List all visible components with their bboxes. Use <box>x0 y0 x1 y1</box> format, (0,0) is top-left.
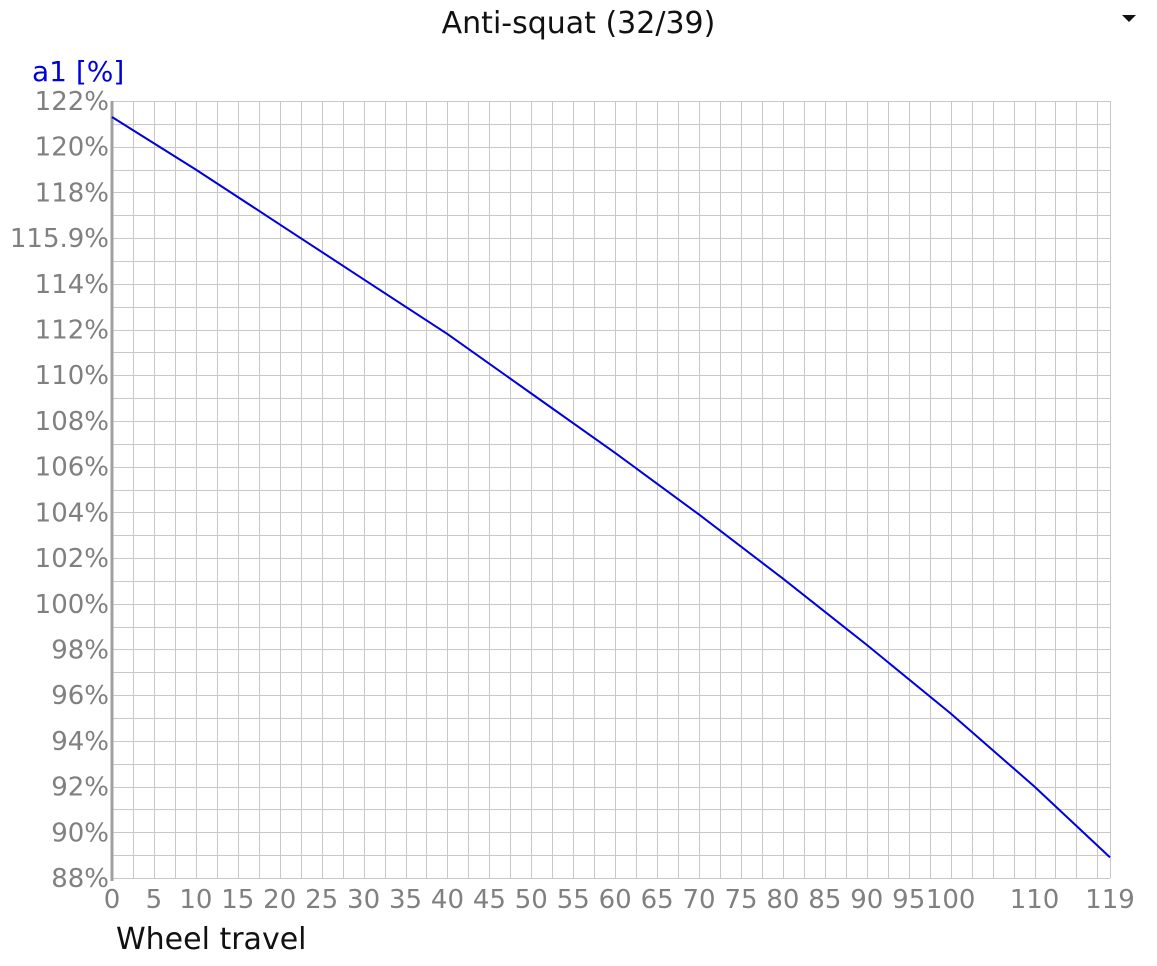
y-tick-label: 114% <box>35 270 109 300</box>
x-tick-label: 35 <box>389 885 422 915</box>
x-tick-labels: 0 5 10 15 20 25 30 35 40 45 50 55 60 65 70 75 80 85 90 95 10… <box>104 885 1135 915</box>
x-tick-label: 20 <box>263 885 296 915</box>
x-tick-label: 55 <box>557 885 590 915</box>
x-tick-label: 65 <box>641 885 674 915</box>
y-tick-label: 88% <box>51 864 109 894</box>
y-tick-label: 110% <box>35 361 109 391</box>
x-tick-label: 70 <box>683 885 716 915</box>
series-line <box>111 116 1111 859</box>
series-group <box>111 116 1111 859</box>
y-axis-label: a1 [%] <box>32 55 125 88</box>
x-tick-label: 80 <box>766 885 799 915</box>
y-tick-label: 102% <box>35 544 109 574</box>
x-axis-label: Wheel travel <box>116 922 307 957</box>
chart-title: Anti-squat (32/39) <box>441 6 716 41</box>
y-tick-label: 112% <box>35 316 109 346</box>
y-tick-label: 108% <box>35 407 109 437</box>
x-tick-label: 100 <box>926 885 976 915</box>
y-tick-label: 104% <box>35 498 109 528</box>
x-tick-label: 50 <box>515 885 548 915</box>
y-tick-label: 118% <box>35 178 109 208</box>
x-tick-label: 0 <box>104 885 121 915</box>
x-tick-label: 25 <box>305 885 338 915</box>
y-tick-labels: 88% 90% 92% 94% 96% 98% 100% 102% 104% 106% 108% 11… <box>10 87 109 894</box>
x-tick-label: 45 <box>473 885 506 915</box>
y-tick-label: 96% <box>51 681 109 711</box>
y-tick-label: 98% <box>51 635 109 665</box>
y-tick-label: 122% <box>35 87 109 117</box>
y-tick-label: 90% <box>51 818 109 848</box>
y-tick-label: 92% <box>51 773 109 803</box>
x-tick-label: 40 <box>431 885 464 915</box>
x-tick-label: 15 <box>221 885 254 915</box>
grid-lines <box>112 101 1111 879</box>
x-tick-label: 60 <box>599 885 632 915</box>
x-tick-label: 95 <box>892 885 925 915</box>
dropdown-caret-icon[interactable] <box>1119 8 1141 30</box>
y-tick-label: 94% <box>51 727 109 757</box>
y-tick-label: 120% <box>35 133 109 163</box>
x-tick-label: 30 <box>347 885 380 915</box>
x-tick-label: 75 <box>724 885 757 915</box>
x-tick-label: 119 <box>1085 885 1135 915</box>
y-tick-label: 115.9% <box>10 224 109 254</box>
y-tick-label: 100% <box>35 590 109 620</box>
y-tick-label: 106% <box>35 453 109 483</box>
x-tick-label: 90 <box>850 885 883 915</box>
x-tick-label: 85 <box>808 885 841 915</box>
x-tick-label: 10 <box>179 885 212 915</box>
x-tick-label: 5 <box>146 885 163 915</box>
x-tick-label: 110 <box>1010 885 1060 915</box>
